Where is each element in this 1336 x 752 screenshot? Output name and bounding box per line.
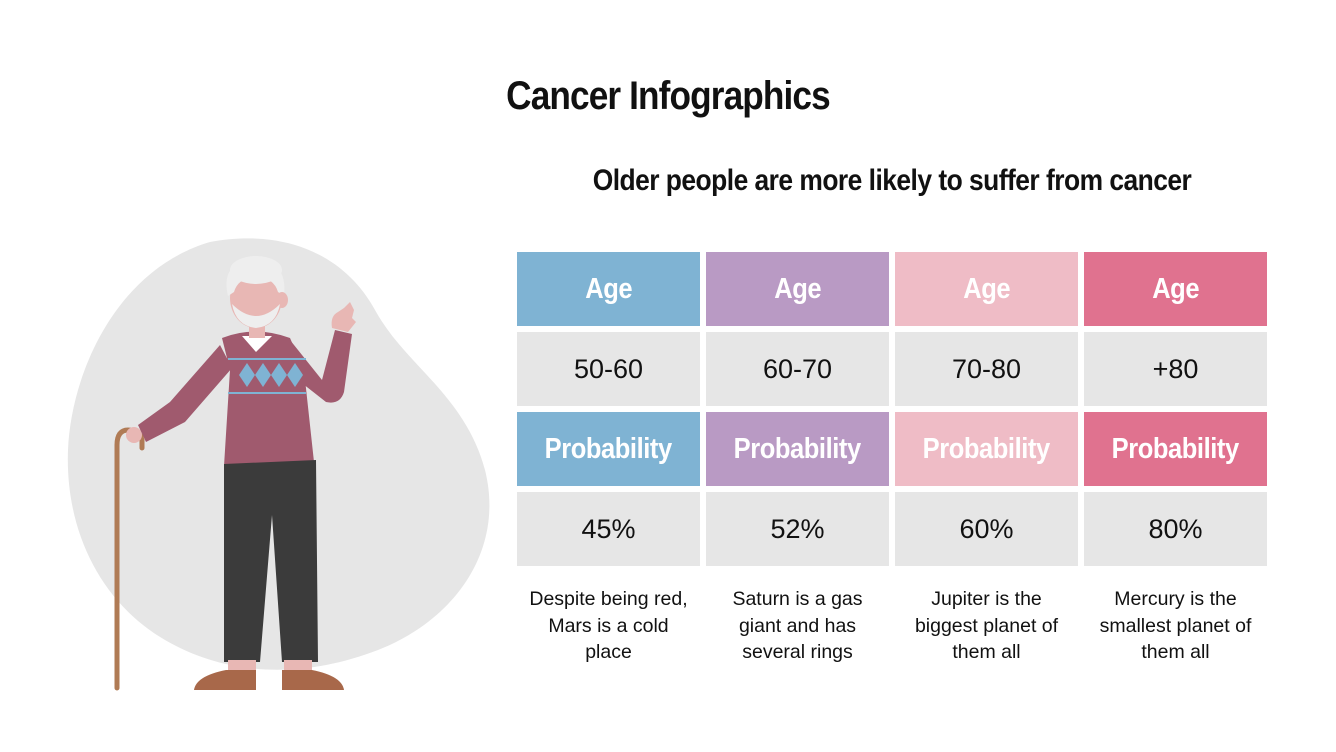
right-shoe <box>282 670 344 690</box>
age-header: Age <box>895 252 1078 326</box>
left-sleeve <box>138 345 232 442</box>
age-header: Age <box>1084 252 1267 326</box>
age-value: 70-80 <box>895 332 1078 406</box>
column-description: Saturn is a gas giant and has several ri… <box>732 588 863 663</box>
left-shoe <box>194 670 256 690</box>
left-hand <box>126 427 142 443</box>
age-value: 50-60 <box>517 332 700 406</box>
probability-header: Probability <box>517 412 700 486</box>
sweater <box>222 331 314 466</box>
probability-header-row: Probability Probability Probability Prob… <box>517 412 1267 486</box>
age-value: +80 <box>1084 332 1267 406</box>
page-subtitle: Older people are more likely to suffer f… <box>592 164 1192 197</box>
age-value: 60-70 <box>706 332 889 406</box>
probability-value-row: 45% 52% 60% 80% <box>517 492 1267 566</box>
probability-header: Probability <box>706 412 889 486</box>
column-description: Mercury is the smallest planet of them a… <box>1099 588 1252 663</box>
page-title: Cancer Infographics <box>506 74 831 118</box>
elderly-man-with-cane-icon <box>67 238 490 691</box>
beard <box>232 304 280 328</box>
column-description: Jupiter is the biggest planet of them al… <box>914 588 1059 663</box>
age-header: Age <box>706 252 889 326</box>
age-value-row: 50-60 60-70 70-80 +80 <box>517 332 1267 406</box>
probability-header: Probability <box>1084 412 1267 486</box>
age-probability-table: Age Age Age Age 50-60 60-70 70-80 +80 Pr… <box>517 252 1267 666</box>
probability-header: Probability <box>895 412 1078 486</box>
right-hand <box>331 302 356 332</box>
collar <box>242 336 272 352</box>
probability-value: 80% <box>1084 492 1267 566</box>
age-header-row: Age Age Age Age <box>517 252 1267 326</box>
age-header: Age <box>517 252 700 326</box>
probability-value: 60% <box>895 492 1078 566</box>
pants <box>224 460 318 662</box>
probability-value: 45% <box>517 492 700 566</box>
description-row: Despite being red, Mars is a cold place … <box>517 586 1267 666</box>
probability-value: 52% <box>706 492 889 566</box>
column-description: Despite being red, Mars is a cold place <box>529 588 688 663</box>
sweater-pattern <box>239 363 303 387</box>
